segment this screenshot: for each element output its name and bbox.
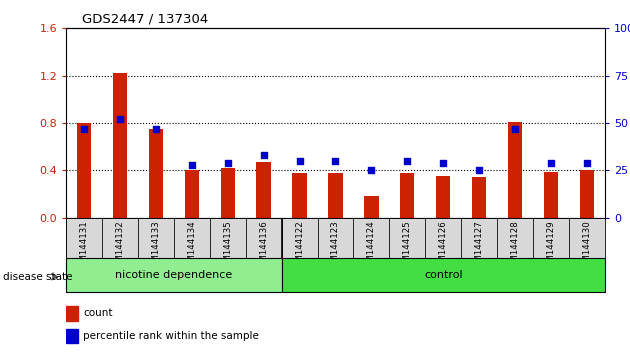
Point	[367, 167, 377, 173]
Text: GSM144132: GSM144132	[115, 221, 125, 273]
Text: GSM144122: GSM144122	[295, 221, 304, 273]
FancyBboxPatch shape	[282, 258, 605, 292]
Point	[186, 162, 197, 167]
Text: GSM144133: GSM144133	[151, 221, 161, 273]
Bar	[66, 306, 78, 321]
Text: nicotine dependence: nicotine dependence	[115, 270, 232, 280]
Point	[223, 160, 233, 166]
FancyBboxPatch shape	[461, 218, 497, 258]
Point	[330, 158, 340, 164]
Text: GDS2447 / 137304: GDS2447 / 137304	[82, 12, 208, 25]
Text: GSM144127: GSM144127	[474, 221, 484, 273]
FancyBboxPatch shape	[497, 218, 533, 258]
Text: count: count	[83, 308, 113, 318]
Text: GSM144123: GSM144123	[331, 221, 340, 273]
Point	[581, 160, 592, 166]
Point	[294, 158, 304, 164]
Bar	[472, 177, 486, 218]
FancyBboxPatch shape	[102, 218, 138, 258]
Text: GSM144135: GSM144135	[223, 221, 232, 273]
Text: GSM144130: GSM144130	[582, 221, 592, 273]
FancyBboxPatch shape	[389, 218, 425, 258]
Text: GSM144128: GSM144128	[510, 221, 520, 273]
Point	[510, 126, 520, 132]
FancyBboxPatch shape	[66, 218, 102, 258]
Bar	[580, 170, 594, 218]
FancyBboxPatch shape	[569, 218, 605, 258]
Bar	[436, 176, 450, 218]
Bar	[220, 168, 235, 218]
Point	[115, 116, 125, 122]
Bar	[256, 162, 271, 218]
Text: GSM144136: GSM144136	[259, 221, 268, 273]
Bar	[77, 123, 91, 218]
Bar	[292, 173, 307, 218]
Bar	[544, 172, 558, 218]
Text: GSM144125: GSM144125	[403, 221, 412, 273]
FancyBboxPatch shape	[282, 218, 318, 258]
FancyBboxPatch shape	[425, 218, 461, 258]
Bar	[149, 129, 163, 218]
Text: control: control	[424, 270, 462, 280]
Point	[151, 126, 161, 132]
Bar	[113, 73, 127, 218]
Point	[258, 152, 268, 158]
Bar	[328, 173, 343, 218]
FancyBboxPatch shape	[318, 218, 353, 258]
Bar	[66, 329, 78, 343]
FancyBboxPatch shape	[533, 218, 569, 258]
Text: disease state: disease state	[3, 272, 72, 282]
FancyBboxPatch shape	[246, 218, 282, 258]
Bar	[400, 173, 415, 218]
Text: GSM144129: GSM144129	[546, 221, 556, 273]
Text: GSM144126: GSM144126	[438, 221, 448, 273]
Point	[546, 160, 556, 166]
Point	[402, 158, 412, 164]
Point	[79, 126, 89, 132]
Bar	[364, 196, 379, 218]
FancyBboxPatch shape	[66, 258, 282, 292]
Text: percentile rank within the sample: percentile rank within the sample	[83, 331, 260, 341]
Bar	[508, 122, 522, 218]
Text: GSM144124: GSM144124	[367, 221, 376, 273]
Point	[438, 160, 448, 166]
FancyBboxPatch shape	[353, 218, 389, 258]
FancyBboxPatch shape	[174, 218, 210, 258]
FancyBboxPatch shape	[210, 218, 246, 258]
Point	[474, 167, 484, 173]
Text: GSM144131: GSM144131	[79, 221, 89, 273]
Bar	[185, 170, 199, 218]
FancyBboxPatch shape	[138, 218, 174, 258]
Text: GSM144134: GSM144134	[187, 221, 197, 273]
